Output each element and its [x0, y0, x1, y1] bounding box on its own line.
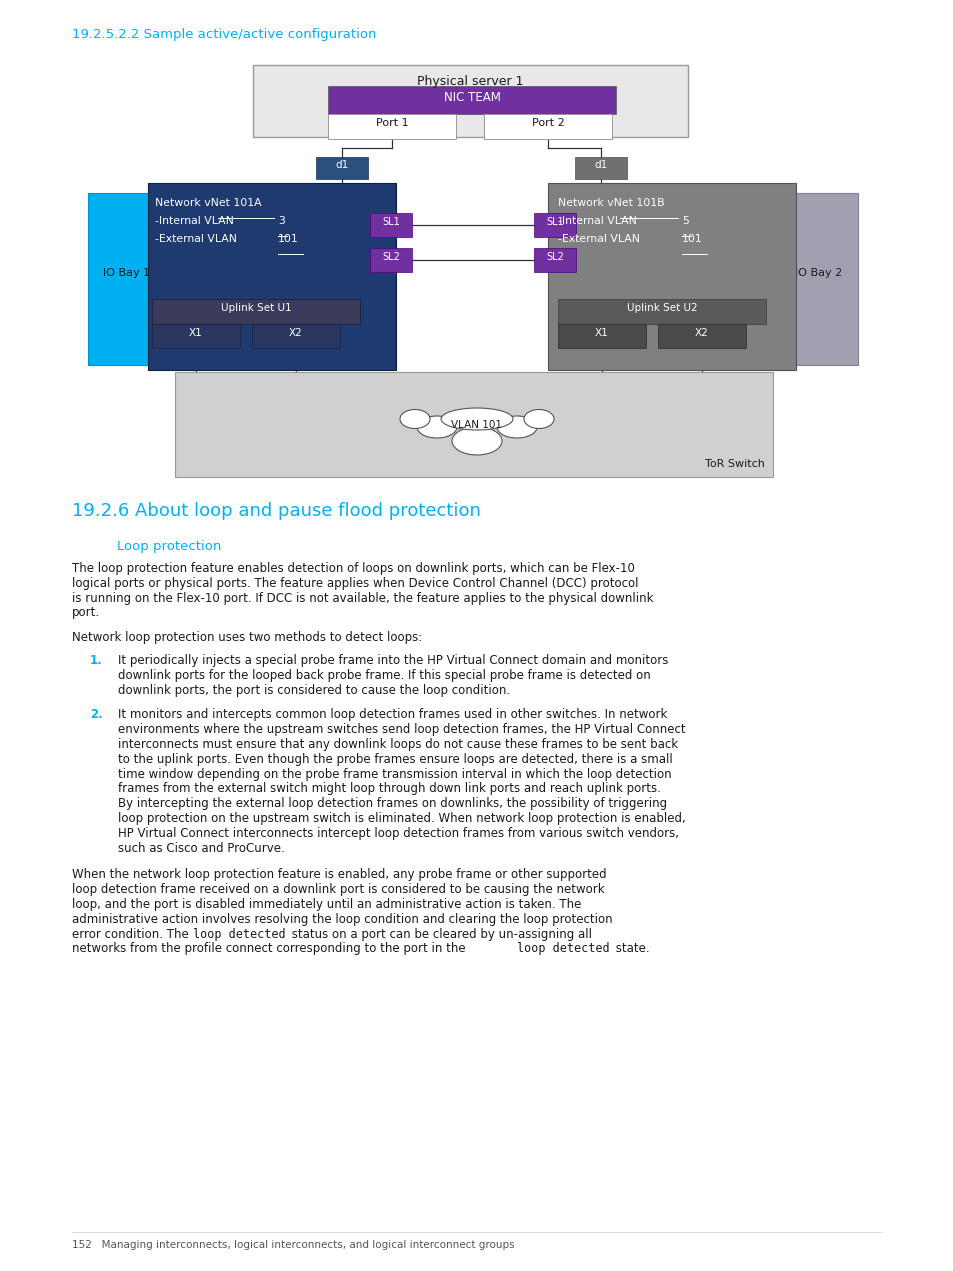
Text: downlink ports for the looped back probe frame. If this special probe frame is d: downlink ports for the looped back probe… — [118, 669, 650, 681]
Text: -Internal VLAN: -Internal VLAN — [558, 216, 639, 226]
Text: -External VLAN: -External VLAN — [154, 234, 240, 244]
Text: Network vNet 101A: Network vNet 101A — [154, 198, 261, 208]
Text: -Internal VLAN: -Internal VLAN — [154, 216, 237, 226]
Text: SL2: SL2 — [381, 252, 399, 262]
Text: 2.: 2. — [90, 708, 103, 722]
Text: Network loop protection uses two methods to detect loops:: Network loop protection uses two methods… — [71, 632, 422, 644]
Ellipse shape — [416, 416, 456, 438]
Text: 101: 101 — [681, 234, 702, 244]
Text: Port 2: Port 2 — [531, 118, 564, 128]
Text: frames from the external switch might loop through down link ports and reach upl: frames from the external switch might lo… — [118, 783, 660, 796]
Bar — [534, 214, 576, 236]
Text: X2: X2 — [695, 328, 708, 338]
Bar — [558, 324, 645, 348]
Bar — [547, 183, 795, 370]
Bar — [148, 183, 395, 370]
Text: administrative action involves resolving the loop condition and clearing the loo: administrative action involves resolving… — [71, 913, 612, 925]
Text: to the uplink ports. Even though the probe frames ensure loops are detected, the: to the uplink ports. Even though the pro… — [118, 752, 672, 766]
Text: interconnects must ensure that any downlink loops do not cause these frames to b: interconnects must ensure that any downl… — [118, 738, 678, 751]
Ellipse shape — [399, 409, 430, 428]
Text: IO Bay 1: IO Bay 1 — [103, 268, 151, 278]
Text: X2: X2 — [289, 328, 302, 338]
Bar — [558, 299, 765, 324]
Text: loop detection frame received on a downlink port is considered to be causing the: loop detection frame received on a downl… — [71, 883, 604, 896]
Text: logical ports or physical ports. The feature applies when Device Control Channel: logical ports or physical ports. The fea… — [71, 577, 638, 590]
Text: 3: 3 — [277, 216, 285, 226]
Text: Port 1: Port 1 — [375, 118, 408, 128]
Text: HP Virtual Connect interconnects intercept loop detection frames from various sw: HP Virtual Connect interconnects interce… — [118, 827, 679, 840]
Text: is running on the Flex-10 port. If DCC is not available, the feature applies to : is running on the Flex-10 port. If DCC i… — [71, 591, 653, 605]
Bar — [534, 248, 576, 272]
Text: It periodically injects a special probe frame into the HP Virtual Connect domain: It periodically injects a special probe … — [118, 655, 668, 667]
Text: state.: state. — [612, 942, 649, 956]
Text: such as Cisco and ProCurve.: such as Cisco and ProCurve. — [118, 841, 284, 854]
Text: When the network loop protection feature is enabled, any probe frame or other su: When the network loop protection feature… — [71, 868, 606, 881]
Text: 19.2.6 About loop and pause flood protection: 19.2.6 About loop and pause flood protec… — [71, 502, 480, 520]
Text: port.: port. — [71, 606, 100, 619]
Text: X1: X1 — [189, 328, 203, 338]
Text: NIC TEAM: NIC TEAM — [443, 92, 500, 104]
Text: -External VLAN: -External VLAN — [558, 234, 643, 244]
Text: environments where the upstream switches send loop detection frames, the HP Virt: environments where the upstream switches… — [118, 723, 685, 736]
Bar — [152, 299, 359, 324]
Bar — [328, 86, 616, 114]
Bar — [780, 193, 857, 365]
Text: 5: 5 — [681, 216, 688, 226]
Text: d1: d1 — [594, 160, 607, 170]
Bar — [315, 158, 368, 179]
Text: 19.2.5.2.2 Sample active/active configuration: 19.2.5.2.2 Sample active/active configur… — [71, 28, 376, 41]
Text: 101: 101 — [277, 234, 298, 244]
Text: ToR Switch: ToR Switch — [704, 459, 764, 469]
Text: Network vNet 101B: Network vNet 101B — [558, 198, 664, 208]
Text: downlink ports, the port is considered to cause the loop condition.: downlink ports, the port is considered t… — [118, 684, 510, 697]
Ellipse shape — [440, 408, 513, 430]
Bar — [483, 114, 612, 139]
Text: status on a port can be cleared by un-assigning all: status on a port can be cleared by un-as… — [288, 928, 592, 941]
Text: loop detected: loop detected — [193, 928, 285, 941]
Text: SL1: SL1 — [382, 217, 399, 228]
Text: VLAN 101: VLAN 101 — [451, 419, 502, 430]
Ellipse shape — [452, 427, 501, 455]
Ellipse shape — [523, 409, 554, 428]
Bar — [252, 324, 339, 348]
Text: 1.: 1. — [90, 655, 103, 667]
Bar — [370, 248, 412, 272]
Text: loop, and the port is disabled immediately until an administrative action is tak: loop, and the port is disabled immediate… — [71, 899, 580, 911]
Text: d1: d1 — [335, 160, 348, 170]
Bar — [575, 158, 626, 179]
Bar — [658, 324, 745, 348]
Text: error condition. The: error condition. The — [71, 928, 193, 941]
Text: 152   Managing interconnects, logical interconnects, and logical interconnect gr: 152 Managing interconnects, logical inte… — [71, 1240, 514, 1249]
Ellipse shape — [497, 416, 537, 438]
Text: Physical server 1: Physical server 1 — [416, 75, 523, 88]
Text: SL1: SL1 — [545, 217, 563, 228]
Bar — [152, 324, 240, 348]
Text: Loop protection: Loop protection — [117, 540, 221, 553]
Bar — [88, 193, 166, 365]
Text: time window depending on the probe frame transmission interval in which the loop: time window depending on the probe frame… — [118, 768, 671, 780]
Bar — [253, 65, 687, 137]
Bar — [370, 214, 412, 236]
Text: networks from the profile connect corresponding to the port in the: networks from the profile connect corres… — [71, 942, 469, 956]
Text: X1: X1 — [595, 328, 608, 338]
Bar — [174, 372, 772, 477]
Text: Uplink Set U1: Uplink Set U1 — [220, 302, 291, 313]
Bar — [328, 114, 456, 139]
Text: Uplink Set U2: Uplink Set U2 — [626, 302, 697, 313]
Text: SL2: SL2 — [545, 252, 563, 262]
Text: loop detected: loop detected — [517, 942, 609, 956]
Text: loop protection on the upstream switch is eliminated. When network loop protecti: loop protection on the upstream switch i… — [118, 812, 685, 825]
Text: The loop protection feature enables detection of loops on downlink ports, which : The loop protection feature enables dete… — [71, 562, 634, 574]
Text: By intercepting the external loop detection frames on downlinks, the possibility: By intercepting the external loop detect… — [118, 797, 666, 810]
Text: It monitors and intercepts common loop detection frames used in other switches. : It monitors and intercepts common loop d… — [118, 708, 667, 722]
Text: IO Bay 2: IO Bay 2 — [795, 268, 841, 278]
